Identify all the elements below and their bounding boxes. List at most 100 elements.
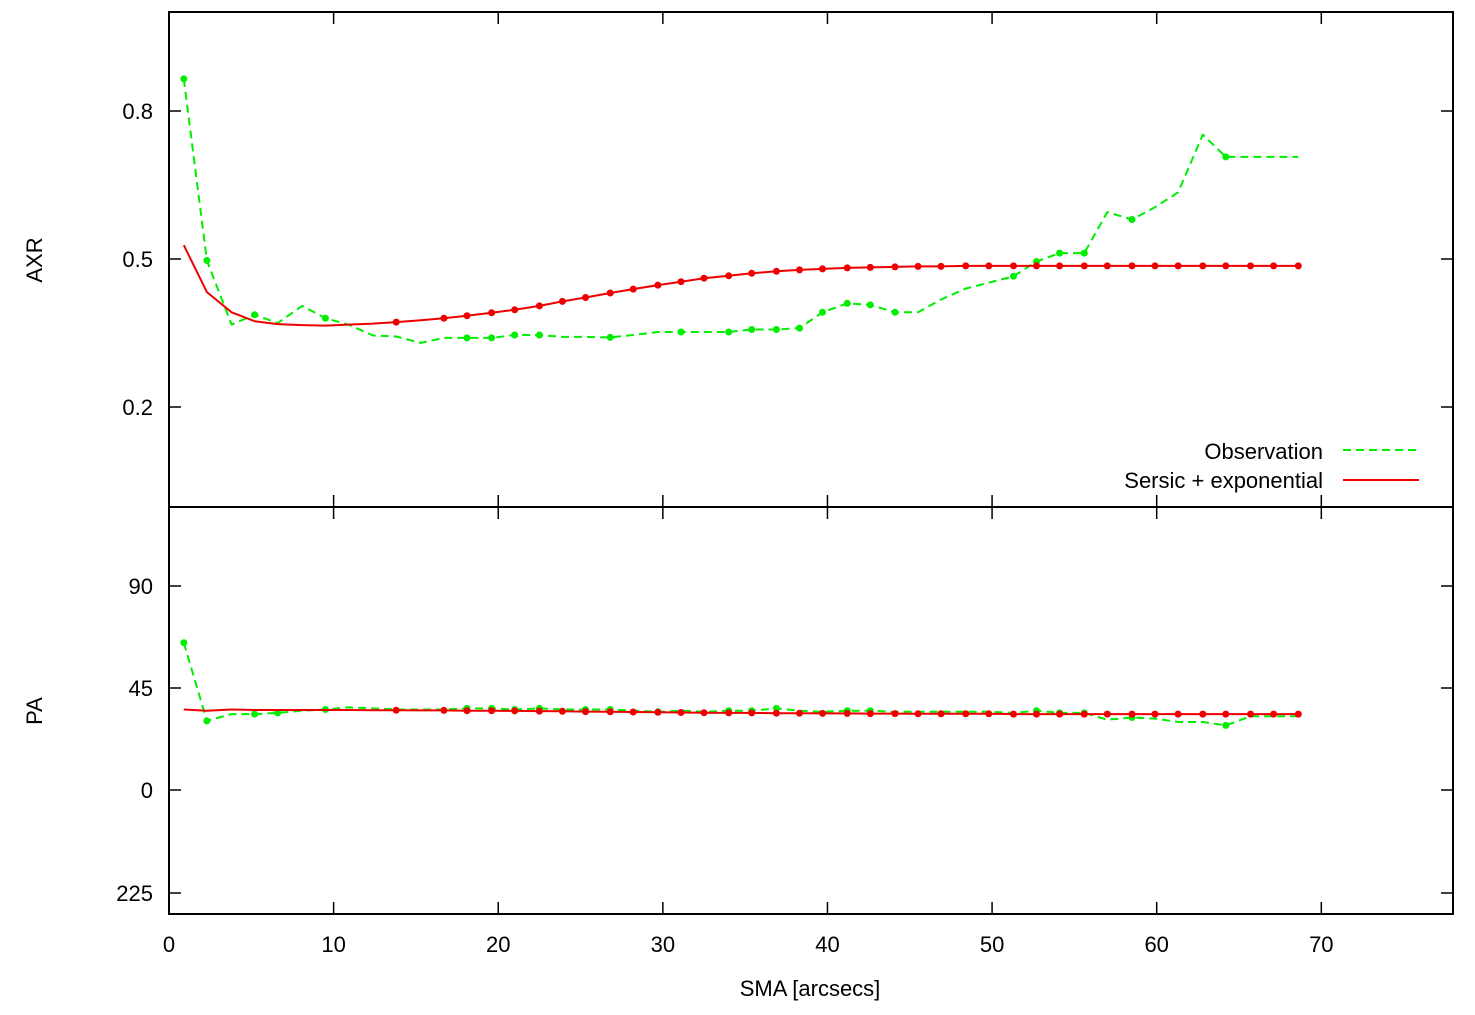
model-point (1174, 710, 1182, 718)
model-point (748, 709, 756, 717)
model-point (677, 709, 685, 716)
x-tick-label: 0 (163, 932, 175, 957)
model-point (1247, 262, 1254, 270)
y-tick-label: 45 (129, 676, 153, 701)
observation-point (606, 333, 614, 341)
model-point (1294, 710, 1302, 718)
model-point (1174, 262, 1182, 270)
model-point (796, 709, 803, 717)
model-point (1010, 710, 1017, 718)
x-tick-label: 30 (651, 932, 675, 957)
model-point (1247, 710, 1254, 718)
model-point (606, 708, 614, 716)
model-point (772, 709, 780, 717)
model-point (392, 706, 400, 714)
model-point (914, 710, 922, 718)
model-line-pa (183, 708, 1299, 716)
observation-point (203, 257, 211, 264)
axr-axis-label: AXR (22, 237, 47, 282)
model-point (1199, 262, 1207, 270)
observation-point (251, 311, 259, 319)
y-tick-label: 90 (129, 574, 153, 599)
model-point (558, 707, 566, 715)
model-point (843, 709, 851, 717)
model-point (1033, 710, 1040, 718)
model-point (1270, 262, 1278, 270)
x-tick-label: 20 (486, 932, 510, 957)
model-point (725, 709, 733, 717)
model-point (725, 272, 733, 280)
observation-point (1010, 272, 1017, 280)
model-line-axr (182, 244, 1299, 327)
observation-point (1056, 249, 1064, 257)
model-point (1056, 710, 1064, 718)
x-tick-label: 40 (815, 932, 839, 957)
x-axis-label: SMA [arcsecs] (740, 976, 881, 1001)
model-point (914, 262, 922, 270)
observation-point (748, 326, 756, 333)
x-tick-label: 60 (1144, 932, 1168, 957)
observation-point (677, 328, 685, 336)
observation-point (321, 314, 329, 322)
model-point (1080, 710, 1088, 718)
model-point (1080, 262, 1088, 270)
observation-point (891, 308, 899, 316)
pa-axis-label: PA (22, 697, 47, 725)
observation-point (772, 704, 780, 712)
pa-panel: 225 0 45 90 (116, 506, 1454, 915)
model-point (1270, 710, 1278, 718)
model-point (962, 262, 970, 270)
observation-point (843, 299, 851, 307)
model-point (392, 318, 400, 326)
model-point (772, 267, 780, 275)
model-point (511, 707, 519, 715)
model-point (1103, 710, 1111, 718)
legend-label-observation: Observation (1204, 439, 1323, 464)
model-point (1294, 262, 1302, 270)
observation-point (866, 301, 874, 309)
observation-point (1222, 721, 1230, 729)
model-point (1222, 262, 1230, 270)
y-tick-label: 0.8 (122, 99, 153, 124)
model-point (748, 269, 756, 277)
model-point (1033, 262, 1040, 270)
y-tick-label: 0.2 (122, 395, 153, 420)
model-point (606, 289, 614, 297)
model-point (558, 297, 566, 305)
observation-point (251, 710, 259, 718)
model-point (440, 314, 448, 322)
model-point (654, 281, 662, 289)
model-point (819, 265, 826, 273)
legend: Observation Sersic + exponential (1124, 439, 1419, 493)
model-point (1151, 710, 1159, 718)
axr-plot-frame (168, 11, 1454, 508)
observation-point (180, 75, 188, 83)
model-point (1010, 262, 1017, 270)
observation-point (772, 326, 780, 333)
model-point (440, 706, 448, 714)
model-point (700, 709, 708, 717)
observation-point (1128, 216, 1136, 223)
model-point (463, 312, 471, 320)
model-point (1128, 710, 1136, 718)
model-point (937, 710, 945, 718)
model-point (629, 285, 637, 293)
model-point (985, 710, 993, 718)
pa-plot-frame (168, 506, 1454, 915)
x-tick-label: 10 (321, 932, 345, 957)
observation-point (488, 334, 496, 342)
model-point (488, 707, 496, 715)
y-tick-label: 0 (141, 778, 153, 803)
x-axis: 0 10 20 30 40 50 60 70 (163, 932, 1334, 957)
model-point (796, 266, 803, 274)
model-point (937, 262, 945, 270)
y-tick-label: 225 (116, 881, 153, 906)
observation-point (535, 331, 543, 339)
model-point (1151, 262, 1159, 270)
model-point (654, 708, 662, 716)
observation-point (203, 717, 211, 725)
observation-point (180, 639, 188, 647)
observation-point (819, 308, 826, 316)
legend-label-model: Sersic + exponential (1124, 468, 1323, 493)
